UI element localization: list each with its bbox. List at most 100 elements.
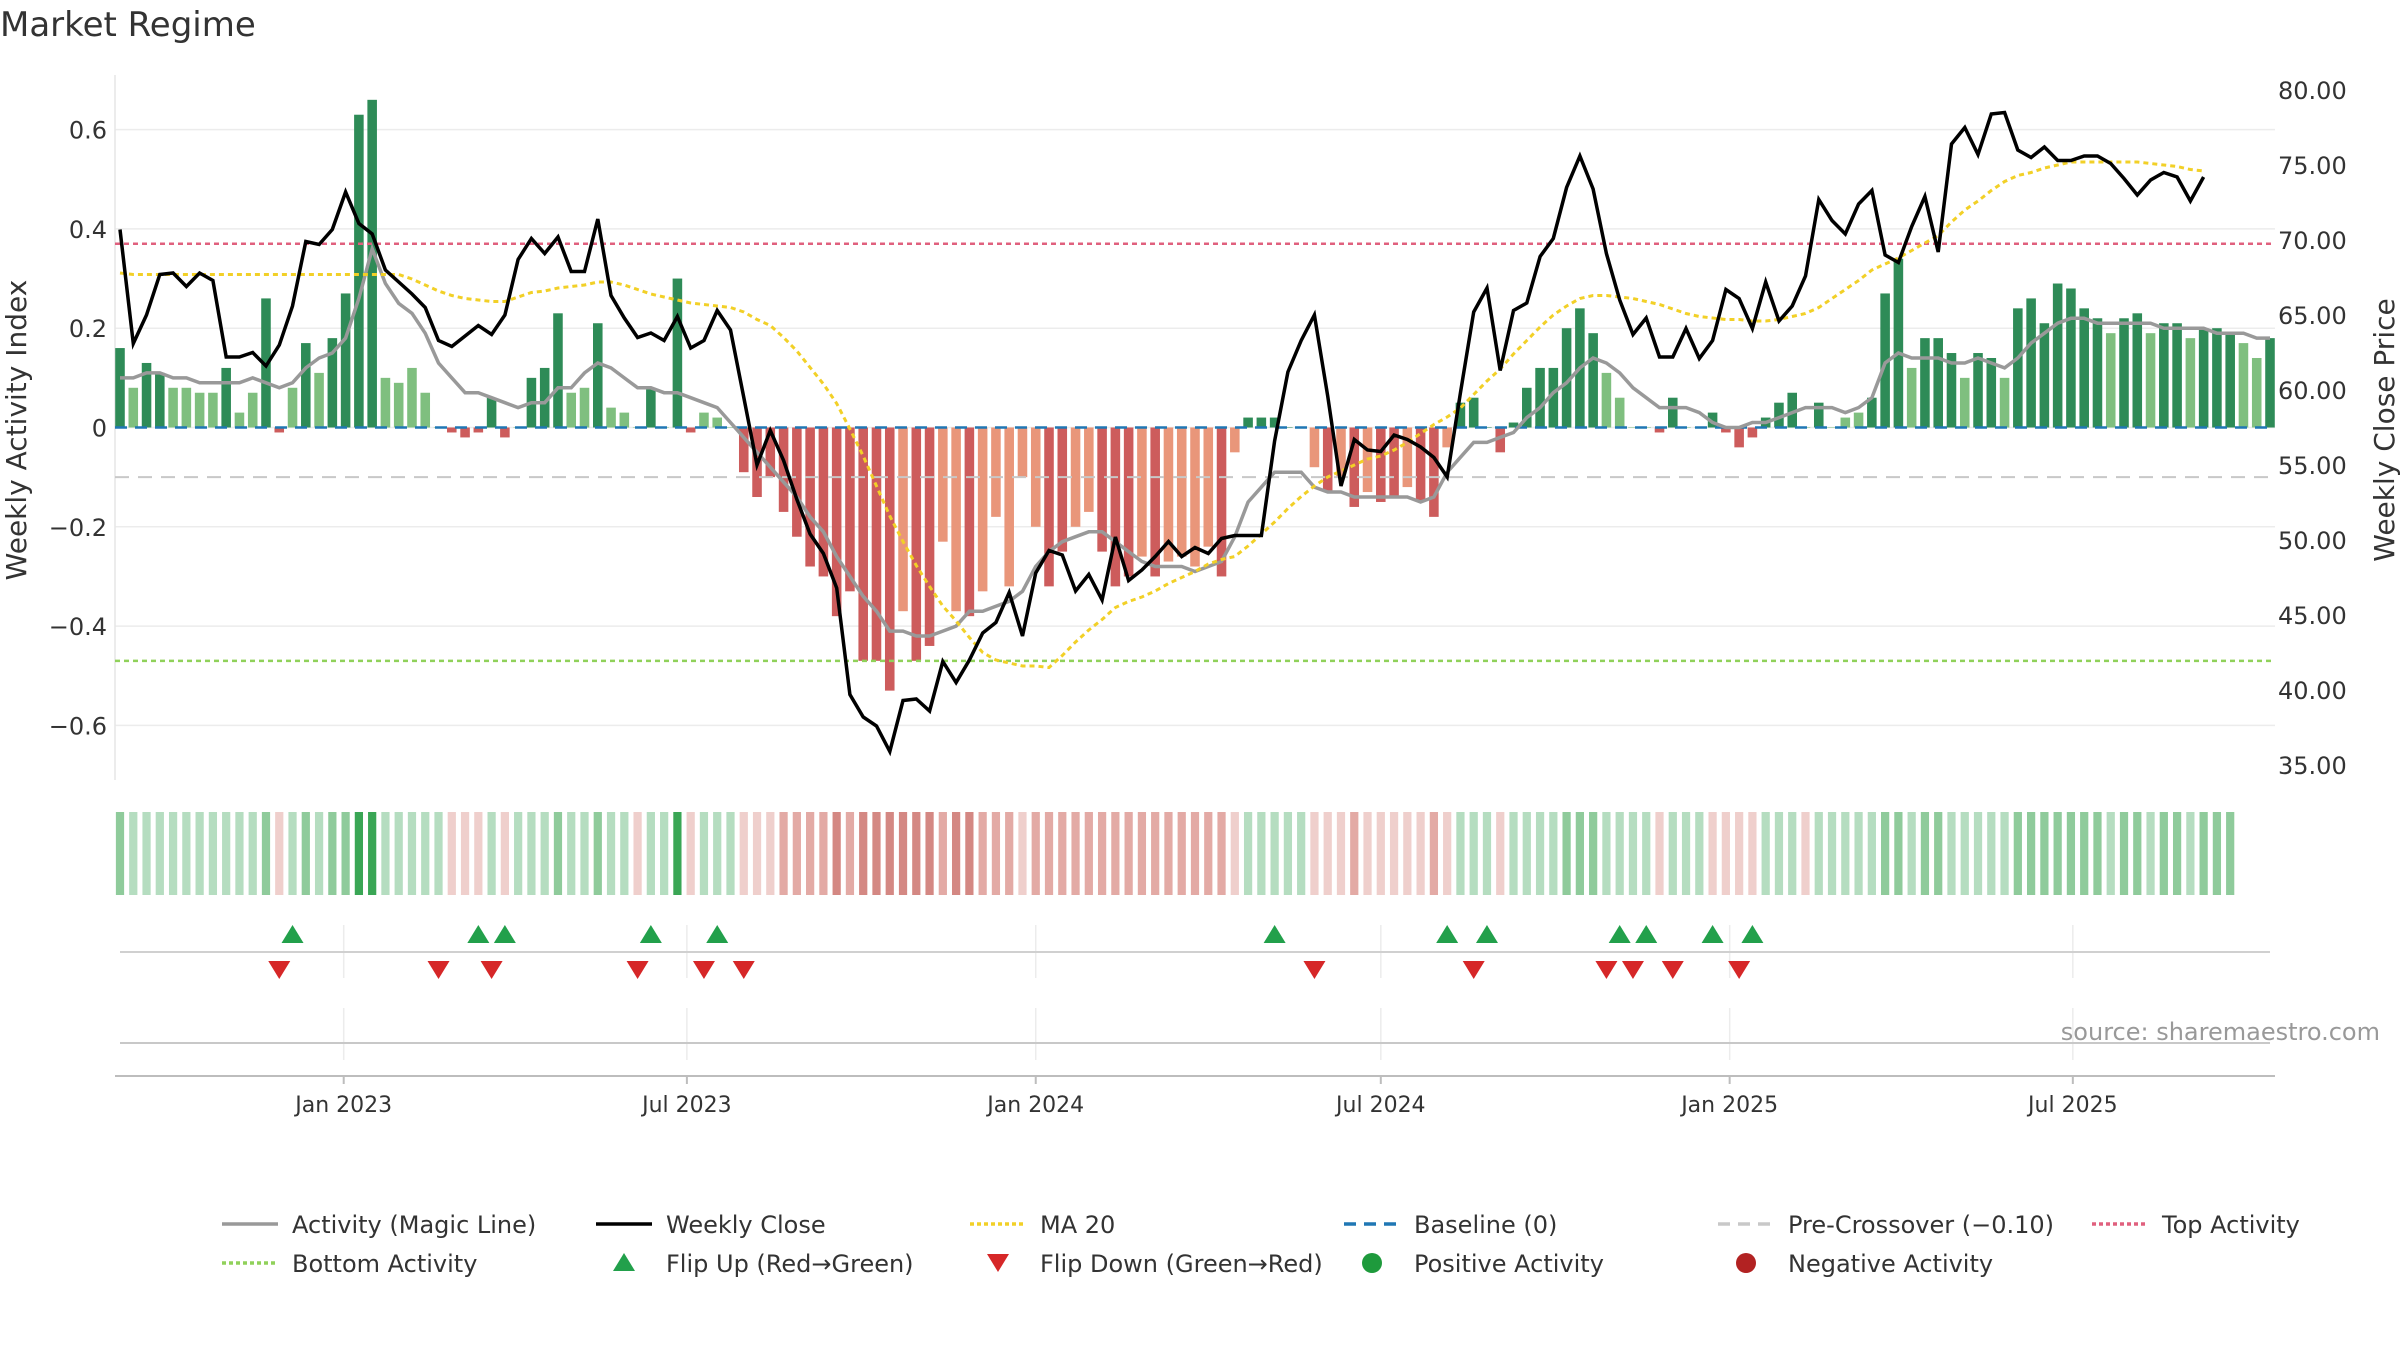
regime-strip <box>115 812 2235 895</box>
activity-bar <box>2052 283 2063 428</box>
legend-label: Top Activity <box>2161 1211 2300 1239</box>
regime-cell <box>699 812 709 895</box>
regime-cell <box>912 812 921 895</box>
activity-bar <box>2238 343 2249 428</box>
regime-cell <box>222 812 231 895</box>
regime-cell <box>752 812 762 895</box>
activity-bar <box>1283 427 1293 428</box>
activity-bar <box>646 387 656 428</box>
activity-bar <box>194 392 205 428</box>
flip-up-marker <box>1608 925 1631 943</box>
activity-bar <box>1920 338 1930 428</box>
regime-cell <box>1867 812 1876 895</box>
regime-cell <box>1854 812 1863 895</box>
regime-cell <box>885 812 894 895</box>
activity-bar <box>208 392 218 428</box>
activity-bar <box>1813 402 1824 428</box>
regime-cell <box>1907 812 1916 895</box>
regime-cell <box>1297 812 1306 895</box>
regime-cell <box>1602 812 1611 895</box>
regime-cell <box>965 812 974 895</box>
activity-bar <box>898 427 908 612</box>
activity-bar <box>1468 397 1479 428</box>
activity-bar <box>1959 377 1970 428</box>
activity-bar <box>619 412 630 428</box>
activity-bar <box>1349 427 1360 507</box>
regime-cell <box>991 812 1001 895</box>
activity-bar <box>1230 427 1240 453</box>
activity-bar <box>778 427 789 512</box>
reference-lines <box>115 242 2275 663</box>
activity-bar <box>1893 258 1904 428</box>
activity-bar <box>1203 427 1214 547</box>
activity-bar <box>2265 338 2275 428</box>
activity-bar <box>871 427 882 661</box>
activity-bar <box>1933 338 1943 428</box>
x-tick-label: Jul 2023 <box>640 1093 732 1118</box>
regime-cell <box>1947 812 1956 895</box>
y-left-ticks: 0.6 0.4 0.2 0 −0.2 −0.4 −0.6 <box>49 117 107 741</box>
regime-cell <box>1005 812 1014 895</box>
regime-cell <box>1190 812 1200 895</box>
regime-cell <box>792 812 801 895</box>
activity-bar <box>1163 427 1174 562</box>
regime-cell <box>2093 812 2102 895</box>
flip-up-marker <box>493 925 516 943</box>
regime-cell <box>328 812 337 895</box>
activity-bar <box>2212 328 2222 428</box>
regime-cell <box>1987 812 1996 895</box>
regime-cell <box>2106 812 2115 895</box>
y-right-tick-label: 70.00 <box>2278 227 2347 255</box>
x-tick-label: Jan 2024 <box>985 1093 1084 1118</box>
regime-cell <box>1628 812 1638 895</box>
regime-cell <box>2053 812 2062 895</box>
regime-cell <box>1376 812 1385 895</box>
regime-cell <box>394 812 403 895</box>
activity-bar <box>1827 427 1837 428</box>
regime-cell <box>713 812 722 895</box>
legend-label: Activity (Magic Line) <box>292 1211 536 1239</box>
activity-bar <box>845 427 855 592</box>
legend-label: Weekly Close <box>666 1211 826 1239</box>
y-left-tick-label: −0.2 <box>49 514 107 542</box>
activity-bar <box>1336 427 1346 478</box>
flip-down-marker <box>692 961 715 979</box>
y-right-tick-label: 60.00 <box>2278 377 2347 405</box>
regime-cell <box>806 812 815 895</box>
activity-bar <box>1548 367 1559 428</box>
regime-cell <box>819 812 828 895</box>
x-tick-label: Jan 2023 <box>293 1093 392 1118</box>
flip-up-marker <box>1475 925 1498 943</box>
activity-bar <box>1190 427 1200 567</box>
activity-bar <box>2026 298 2036 428</box>
regime-cell <box>1748 812 1757 895</box>
regime-cell <box>593 812 602 895</box>
regime-cell <box>1058 812 1067 895</box>
regime-cell <box>845 812 855 895</box>
regime-cell <box>2080 812 2089 895</box>
activity-bar <box>1123 427 1134 577</box>
activity-bar <box>1137 427 1147 557</box>
activity-bar <box>393 382 404 428</box>
activity-bar <box>539 367 550 428</box>
y-left-tick-label: 0.6 <box>69 117 107 145</box>
activity-bar <box>354 114 364 428</box>
regime-cell <box>1522 812 1531 895</box>
regime-cell <box>1177 812 1186 895</box>
regime-cell <box>1164 812 1173 895</box>
regime-cell <box>434 812 443 895</box>
regime-cell <box>447 812 456 895</box>
y-right-tick-label: 50.00 <box>2278 527 2347 555</box>
flip-down-marker <box>732 961 755 979</box>
activity-bar <box>1150 427 1160 577</box>
regime-cell <box>1363 812 1372 895</box>
activity-bar <box>1707 412 1718 428</box>
legend-swatch <box>1362 1253 1382 1273</box>
regime-cell <box>1071 812 1080 895</box>
regime-cell <box>1151 812 1160 895</box>
activity-bar <box>234 412 245 428</box>
regime-cell <box>978 812 987 895</box>
activity-bar <box>1309 427 1320 468</box>
regime-cell <box>487 812 496 895</box>
